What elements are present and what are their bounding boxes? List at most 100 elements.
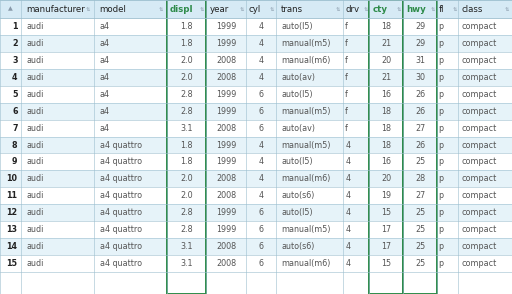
- Text: p: p: [439, 107, 444, 116]
- Text: manual(m6): manual(m6): [281, 174, 330, 183]
- Text: auto(l5): auto(l5): [281, 90, 313, 99]
- Text: f: f: [345, 56, 348, 65]
- Text: ⇅: ⇅: [505, 6, 509, 12]
- Text: 1999: 1999: [216, 107, 236, 116]
- Text: compact: compact: [462, 208, 497, 217]
- Text: manual(m6): manual(m6): [281, 56, 330, 65]
- Text: f: f: [345, 22, 348, 31]
- Text: p: p: [439, 174, 444, 183]
- Text: audi: audi: [27, 123, 44, 133]
- Text: a4 quattro: a4 quattro: [100, 225, 142, 234]
- Text: f: f: [345, 123, 348, 133]
- Bar: [370, 0, 403, 294]
- Text: ⇅: ⇅: [397, 6, 401, 12]
- Text: 3.1: 3.1: [180, 242, 193, 251]
- Text: ⇅: ⇅: [335, 6, 340, 12]
- Text: ⇅: ⇅: [452, 6, 457, 12]
- Text: 4: 4: [258, 73, 263, 82]
- Text: 6: 6: [258, 90, 263, 99]
- Text: compact: compact: [462, 73, 497, 82]
- Text: 18: 18: [381, 22, 391, 31]
- Text: a4 quattro: a4 quattro: [100, 208, 142, 217]
- Text: 2008: 2008: [216, 259, 236, 268]
- Text: compact: compact: [462, 123, 497, 133]
- Text: compact: compact: [462, 174, 497, 183]
- Bar: [0, 86, 512, 103]
- Text: 15: 15: [381, 208, 391, 217]
- Text: 1999: 1999: [216, 208, 236, 217]
- Text: 4: 4: [345, 141, 350, 150]
- Text: 2.8: 2.8: [180, 107, 193, 116]
- Text: auto(l5): auto(l5): [281, 22, 313, 31]
- Text: hwy: hwy: [406, 5, 425, 14]
- Text: compact: compact: [462, 39, 497, 48]
- Text: 1: 1: [12, 22, 17, 31]
- Text: p: p: [439, 39, 444, 48]
- Text: 1.8: 1.8: [180, 39, 193, 48]
- Text: 3.1: 3.1: [180, 123, 193, 133]
- Text: audi: audi: [27, 141, 44, 150]
- Text: auto(s6): auto(s6): [281, 242, 314, 251]
- Text: compact: compact: [462, 259, 497, 268]
- Text: ⇅: ⇅: [364, 6, 368, 12]
- Text: ⇅: ⇅: [431, 6, 435, 12]
- Bar: [0, 120, 512, 136]
- Text: 25: 25: [415, 208, 425, 217]
- Text: manual(m5): manual(m5): [281, 141, 331, 150]
- Text: 26: 26: [415, 107, 425, 116]
- Text: compact: compact: [462, 157, 497, 166]
- Text: compact: compact: [462, 90, 497, 99]
- Text: 4: 4: [345, 242, 350, 251]
- Bar: [0, 171, 512, 187]
- Text: 4: 4: [345, 225, 350, 234]
- Text: 2.8: 2.8: [180, 90, 193, 99]
- Text: audi: audi: [27, 225, 44, 234]
- Text: audi: audi: [27, 208, 44, 217]
- Text: 1999: 1999: [216, 141, 236, 150]
- Text: audi: audi: [27, 191, 44, 200]
- Text: 11: 11: [7, 191, 17, 200]
- Text: compact: compact: [462, 107, 497, 116]
- Text: p: p: [439, 259, 444, 268]
- Text: 2008: 2008: [216, 174, 236, 183]
- Bar: [0, 137, 512, 153]
- Text: 15: 15: [7, 259, 17, 268]
- Text: a4: a4: [100, 90, 110, 99]
- Text: 4: 4: [258, 191, 263, 200]
- Text: 21: 21: [381, 73, 391, 82]
- Text: 1999: 1999: [216, 90, 236, 99]
- Text: 4: 4: [345, 191, 350, 200]
- Text: p: p: [439, 225, 444, 234]
- Text: 2: 2: [12, 39, 17, 48]
- Text: 6: 6: [12, 107, 17, 116]
- Text: manufacturer: manufacturer: [27, 5, 85, 14]
- Text: auto(l5): auto(l5): [281, 157, 313, 166]
- Text: p: p: [439, 22, 444, 31]
- Text: 7: 7: [12, 123, 17, 133]
- Text: 2008: 2008: [216, 56, 236, 65]
- Text: year: year: [209, 5, 229, 14]
- Text: audi: audi: [27, 107, 44, 116]
- Text: 9: 9: [12, 157, 17, 166]
- Text: f: f: [345, 90, 348, 99]
- Text: 8: 8: [12, 141, 17, 150]
- Text: a4: a4: [100, 22, 110, 31]
- Text: cty: cty: [372, 5, 387, 14]
- Text: 17: 17: [381, 242, 391, 251]
- Text: a4: a4: [100, 123, 110, 133]
- Text: 13: 13: [7, 225, 17, 234]
- Text: 10: 10: [7, 174, 17, 183]
- Text: 4: 4: [12, 73, 17, 82]
- Text: 14: 14: [7, 242, 17, 251]
- Text: 6: 6: [258, 123, 263, 133]
- Text: f: f: [345, 107, 348, 116]
- Text: 2.0: 2.0: [180, 73, 193, 82]
- Text: 18: 18: [381, 107, 391, 116]
- Text: 19: 19: [381, 191, 391, 200]
- Text: 28: 28: [415, 174, 425, 183]
- Text: compact: compact: [462, 56, 497, 65]
- Text: 6: 6: [258, 225, 263, 234]
- Bar: [0, 35, 512, 52]
- Text: p: p: [439, 123, 444, 133]
- Text: p: p: [439, 242, 444, 251]
